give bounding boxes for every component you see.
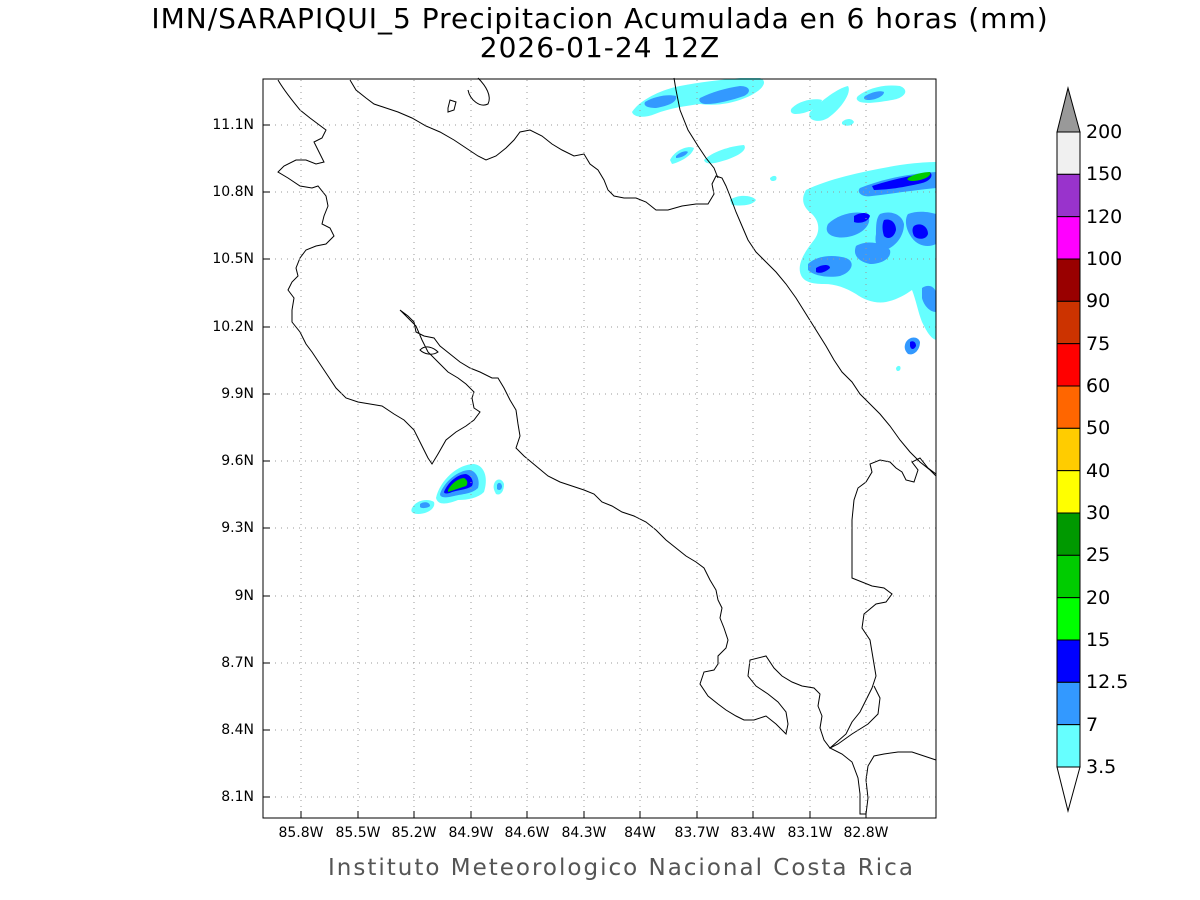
lon-label: 83.1W	[787, 825, 833, 841]
colorbar-swatch	[1056, 300, 1081, 345]
lon-label: 85.8W	[278, 825, 324, 841]
colorbar-label: 40	[1086, 459, 1111, 482]
lon-label: 84.3W	[561, 825, 607, 841]
colorbar-swatch	[1056, 554, 1081, 599]
lon-label: 84W	[624, 825, 656, 841]
lon-label: 85.5W	[335, 825, 381, 841]
colorbar-swatch	[1056, 385, 1081, 429]
nicaragua-north-coast	[349, 79, 937, 477]
lat-label: 10.2N	[212, 319, 254, 335]
lon-label: 83.7W	[674, 825, 720, 841]
colorbar-label: 12.5	[1086, 671, 1129, 694]
precip-area	[676, 151, 688, 158]
colorbar-swatch	[1056, 639, 1081, 683]
precip-area	[907, 172, 931, 181]
colorbar-swatch	[1056, 131, 1081, 175]
map-datetime: 2026-01-24 12Z	[479, 31, 721, 64]
lat-label: 8.7N	[221, 655, 254, 671]
nicaragua-border	[673, 77, 719, 179]
precip-area	[854, 213, 870, 223]
precip-area	[644, 95, 677, 108]
precip-area	[420, 502, 430, 509]
colorbar-swatch	[1056, 173, 1081, 218]
lon-label: 85.2W	[391, 825, 437, 841]
colorbar-swatch	[1056, 258, 1081, 302]
precip-area	[816, 265, 830, 273]
lat-label: 9.9N	[221, 386, 254, 402]
precip-area	[790, 99, 822, 114]
coastline-layer	[277, 77, 937, 815]
island	[447, 99, 457, 113]
map-frame	[262, 78, 937, 819]
gridlines	[263, 80, 936, 818]
colorbar-label: 100	[1086, 248, 1123, 270]
colorbar-label: 200	[1086, 121, 1123, 143]
precip-area	[910, 341, 916, 349]
precip-area	[882, 219, 896, 238]
precip-area	[770, 175, 777, 182]
colorbar-label: 150	[1086, 163, 1123, 186]
lat-label: 10.5N	[212, 251, 254, 267]
colorbar-top-arrow	[1056, 86, 1081, 133]
precip-area	[730, 195, 756, 206]
colorbar-label: 60	[1086, 375, 1111, 397]
precip-area	[704, 145, 745, 164]
precip-area	[864, 91, 884, 100]
colorbar-swatch	[1056, 724, 1081, 768]
precip-area	[497, 482, 502, 490]
lake-nicaragua-shore	[467, 77, 490, 106]
colorbar-label: 3.5	[1086, 756, 1117, 778]
lon-label: 84.9W	[448, 825, 494, 841]
lat-label: 10.8N	[212, 184, 254, 200]
colorbar-label: 30	[1086, 502, 1111, 524]
colorbar-label: 50	[1086, 417, 1111, 440]
colorbar-swatch	[1056, 427, 1081, 472]
precipitation-layer	[411, 78, 936, 514]
lat-label: 9N	[234, 588, 254, 604]
map-title: IMN/SARAPIQUI_5 Precipitacion Acumulada …	[151, 2, 1049, 35]
precip-area	[842, 119, 854, 126]
lat-label: 9.6N	[221, 453, 254, 469]
nicoya-island	[419, 346, 439, 355]
colorbar-label: 120	[1086, 205, 1123, 228]
colorbar-label: 15	[1086, 629, 1111, 651]
precip-area	[448, 478, 468, 492]
colorbar-swatch	[1056, 597, 1081, 641]
precip-area	[896, 365, 901, 372]
tick-marks	[263, 124, 867, 818]
colorbar	[1056, 86, 1081, 813]
lat-label: 9.3N	[221, 520, 254, 536]
nicaragua-coast	[277, 79, 937, 749]
colorbar-swatch	[1056, 470, 1081, 514]
credit-line: Instituto Meteorologico Nacional Costa R…	[328, 855, 915, 881]
colorbar-label: 90	[1086, 290, 1111, 313]
lat-label: 8.1N	[221, 789, 254, 805]
colorbar-label: 7	[1086, 713, 1099, 736]
lat-label: 11.1N	[212, 117, 254, 133]
colorbar-bottom-arrow	[1056, 766, 1081, 813]
colorbar-label: 75	[1086, 332, 1111, 355]
precip-area	[912, 224, 928, 239]
colorbar-label: 20	[1086, 586, 1111, 609]
lon-label: 84.6W	[504, 825, 550, 841]
precip-area	[632, 78, 765, 117]
lon-label: 83.4W	[730, 825, 776, 841]
colorbar-swatch	[1056, 512, 1081, 556]
panama-border	[828, 685, 937, 815]
precip-area	[809, 86, 849, 121]
colorbar-swatch	[1056, 681, 1081, 726]
precip-area	[922, 285, 936, 312]
colorbar-swatch	[1056, 343, 1081, 387]
lon-label: 82.8W	[843, 825, 889, 841]
lat-label: 8.4N	[221, 722, 254, 738]
precip-area	[699, 86, 749, 104]
colorbar-swatch	[1056, 216, 1081, 260]
colorbar-label: 25	[1086, 544, 1111, 567]
